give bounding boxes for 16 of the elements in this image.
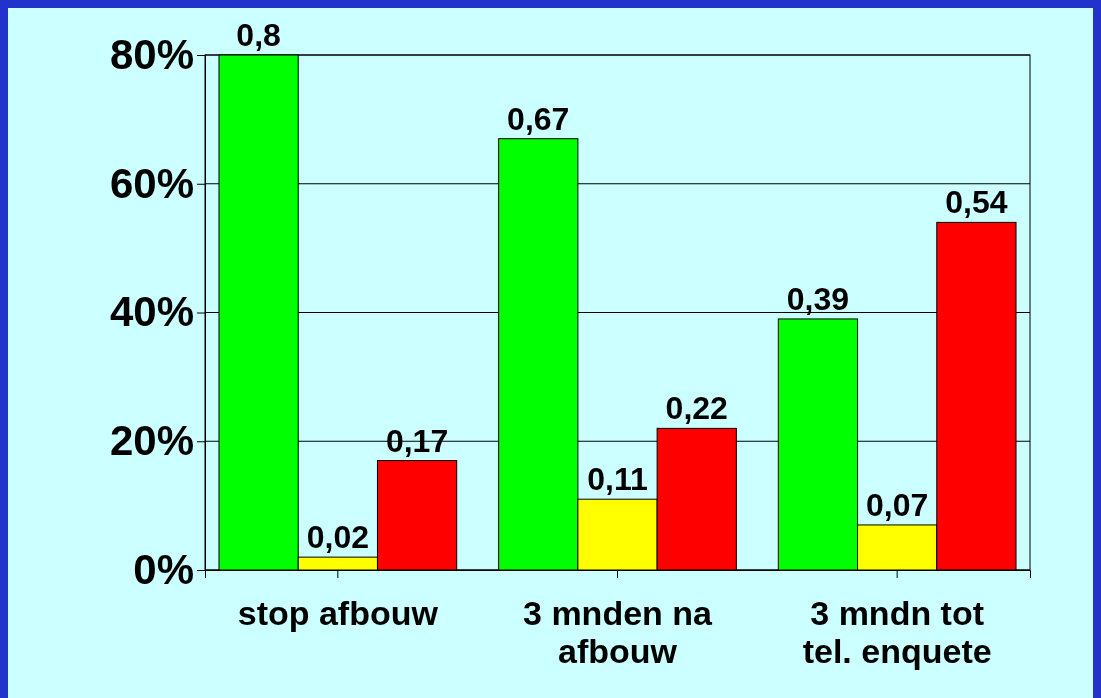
data-label: 0,8 <box>236 17 281 53</box>
y-tick-label: 60% <box>109 159 194 207</box>
y-tick-label: 40% <box>109 288 194 336</box>
x-tick-label: 3 mnden na afbouw <box>523 594 714 670</box>
data-label: 0,22 <box>665 390 728 427</box>
y-tick-label: 20% <box>109 417 194 465</box>
data-label: 0,39 <box>786 280 850 317</box>
data-label: 0,67 <box>507 100 570 137</box>
data-label: 0,11 <box>587 461 648 498</box>
data-label: 0,54 <box>945 184 1008 221</box>
data-label: 0,07 <box>866 486 929 523</box>
y-tick-label: 0% <box>133 545 194 593</box>
x-tick-label: stop afbouw <box>237 594 439 633</box>
y-tick-label: 80% <box>109 30 194 78</box>
data-label: 0,02 <box>306 519 369 556</box>
x-tick-label: 3 mndn tot tel. enquete <box>802 594 992 670</box>
